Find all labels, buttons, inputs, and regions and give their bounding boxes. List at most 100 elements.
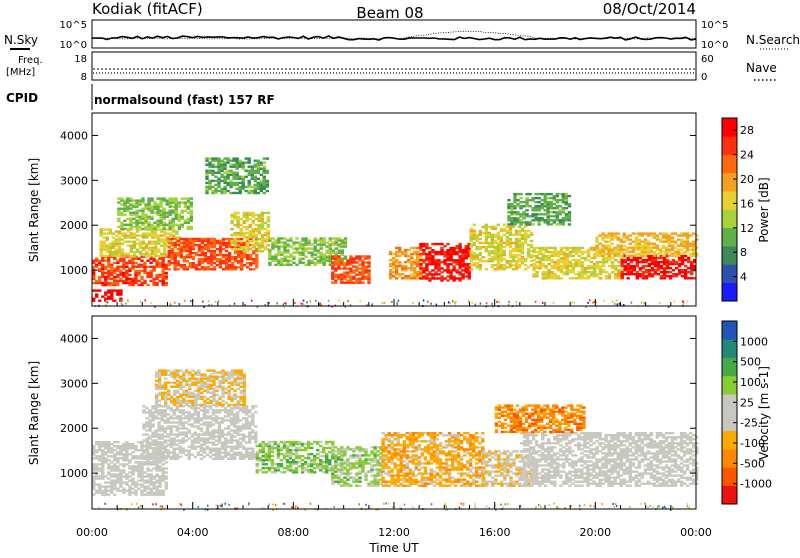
- velocity-band-0-cell: [131, 447, 134, 449]
- power-band-4-cell: [255, 254, 258, 256]
- power-band-2-cell: [112, 236, 115, 238]
- power-band-4-cell: [189, 246, 192, 248]
- power-band-11-cell: [491, 266, 494, 268]
- power-speckle: [302, 303, 304, 305]
- power-band-10-cell: [461, 273, 464, 275]
- power-band-8-cell: [358, 263, 361, 265]
- power-band-13-cell: [614, 267, 617, 269]
- power-band-3-cell: [184, 220, 187, 222]
- velocity-band-0-cell: [116, 477, 119, 479]
- power-band-7-cell: [341, 249, 344, 251]
- velocity-band-2-cell: [179, 384, 182, 386]
- power-band-7-cell: [292, 241, 295, 243]
- power-band-3-cell: [178, 206, 181, 208]
- velocity-band-1-cell: [176, 433, 179, 435]
- velocity-band-0-cell: [107, 441, 110, 443]
- power-band-1-cell: [162, 272, 165, 274]
- velocity-band-0-cell: [149, 469, 152, 471]
- velocity-band-0-cell: [143, 494, 146, 496]
- power-band-4-cell: [228, 252, 231, 254]
- power-band-12-cell: [534, 193, 537, 195]
- velocity-band-2-cell: [161, 374, 164, 376]
- power-band-1-cell: [122, 282, 125, 284]
- velocity-band-1-cell: [227, 452, 230, 454]
- velocity-band-1-cell: [173, 421, 176, 423]
- power-band-10-cell: [455, 245, 458, 247]
- power-band-11-cell: [521, 242, 524, 244]
- power-band-4-cell: [198, 244, 201, 246]
- power-band-13-cell: [596, 261, 599, 263]
- power-band-9-cell: [395, 277, 398, 279]
- power-band-7-cell: [332, 249, 335, 251]
- power-band-5-cell: [264, 246, 267, 248]
- power-band-12-cell: [513, 211, 516, 213]
- power-band-13-cell: [535, 267, 538, 269]
- velocity-band-1-cell: [185, 439, 188, 441]
- velocity-band-1-cell: [221, 452, 224, 454]
- power-band-10-cell: [443, 255, 446, 257]
- power-band-10-cell: [468, 275, 471, 277]
- power-band-6-cell: [245, 170, 248, 172]
- power-band-7-cell: [314, 254, 317, 256]
- power-band-1-cell: [134, 282, 137, 284]
- power-band-3-cell: [135, 206, 138, 208]
- power-band-14-cell: [684, 265, 687, 267]
- power-band-8-cell: [340, 267, 343, 269]
- velocity-band-0-cell: [143, 479, 146, 481]
- velocity-band-1-cell: [215, 435, 218, 437]
- power-band-7-cell: [344, 256, 347, 258]
- power-band-7-cell: [292, 247, 295, 249]
- power-band-14-cell: [663, 277, 666, 279]
- velocity-band-0-cell: [92, 488, 95, 490]
- power-band-7-cell: [289, 260, 292, 262]
- power-band-13-cell: [608, 273, 611, 275]
- power-band-10-cell: [449, 275, 452, 277]
- power-band-6-cell: [245, 157, 248, 159]
- power-band-3-cell: [138, 226, 141, 228]
- velocity-band-1-cell: [194, 431, 197, 433]
- velocity-band-0-cell: [101, 441, 104, 443]
- power-band-12-cell: [531, 219, 534, 221]
- power-band-15-cell: [659, 251, 662, 253]
- power-colorbar-tick: 16: [740, 197, 754, 210]
- power-band-5-cell: [249, 240, 252, 242]
- power-band-12-cell: [534, 213, 537, 215]
- power-band-14-cell: [639, 257, 642, 259]
- velocity-band-1-cell: [191, 433, 194, 435]
- velocity-band-1-cell: [182, 411, 185, 413]
- power-band-3-cell: [147, 197, 150, 199]
- velocity-band-0-cell: [140, 477, 143, 479]
- power-band-9-cell: [395, 251, 398, 253]
- power-band-1-cell: [155, 282, 158, 284]
- power-band-2-cell: [133, 251, 136, 253]
- power-band-6-cell: [260, 168, 263, 170]
- power-band-5-cell: [249, 214, 252, 216]
- velocity-band-1-cell: [161, 409, 164, 411]
- power-band-6-cell: [208, 180, 211, 182]
- power-band-12-cell: [522, 201, 525, 203]
- velocity-band-1-cell: [188, 431, 191, 433]
- power-band-12-cell: [565, 207, 568, 209]
- power-band-4-cell: [222, 260, 225, 262]
- power-band-11-cell: [479, 246, 482, 248]
- power-band-5-cell: [233, 238, 236, 240]
- power-band-7-cell: [295, 264, 298, 266]
- power-band-7-cell: [338, 249, 341, 251]
- power-band-2-cell: [172, 234, 175, 236]
- velocity-band-1-cell: [157, 452, 160, 454]
- velocity-band-2-cell: [191, 374, 194, 376]
- velocity-band-2-cell: [158, 400, 161, 402]
- velocity-band-1-cell: [209, 421, 212, 423]
- power-band-11-cell: [503, 258, 506, 260]
- power-band-3-cell: [141, 216, 144, 218]
- velocity-band-0-cell: [128, 488, 131, 490]
- power-band-12-cell: [544, 213, 547, 215]
- velocity-band-1-cell: [215, 409, 218, 411]
- power-band-12-cell: [519, 205, 522, 207]
- velocity-band-2-cell: [191, 392, 194, 394]
- power-band-2-cell: [106, 251, 109, 253]
- power-band-4-cell: [198, 246, 201, 248]
- velocity-band-1-cell: [164, 409, 167, 411]
- power-band-4-cell: [204, 266, 207, 268]
- power-band-6-cell: [214, 166, 217, 168]
